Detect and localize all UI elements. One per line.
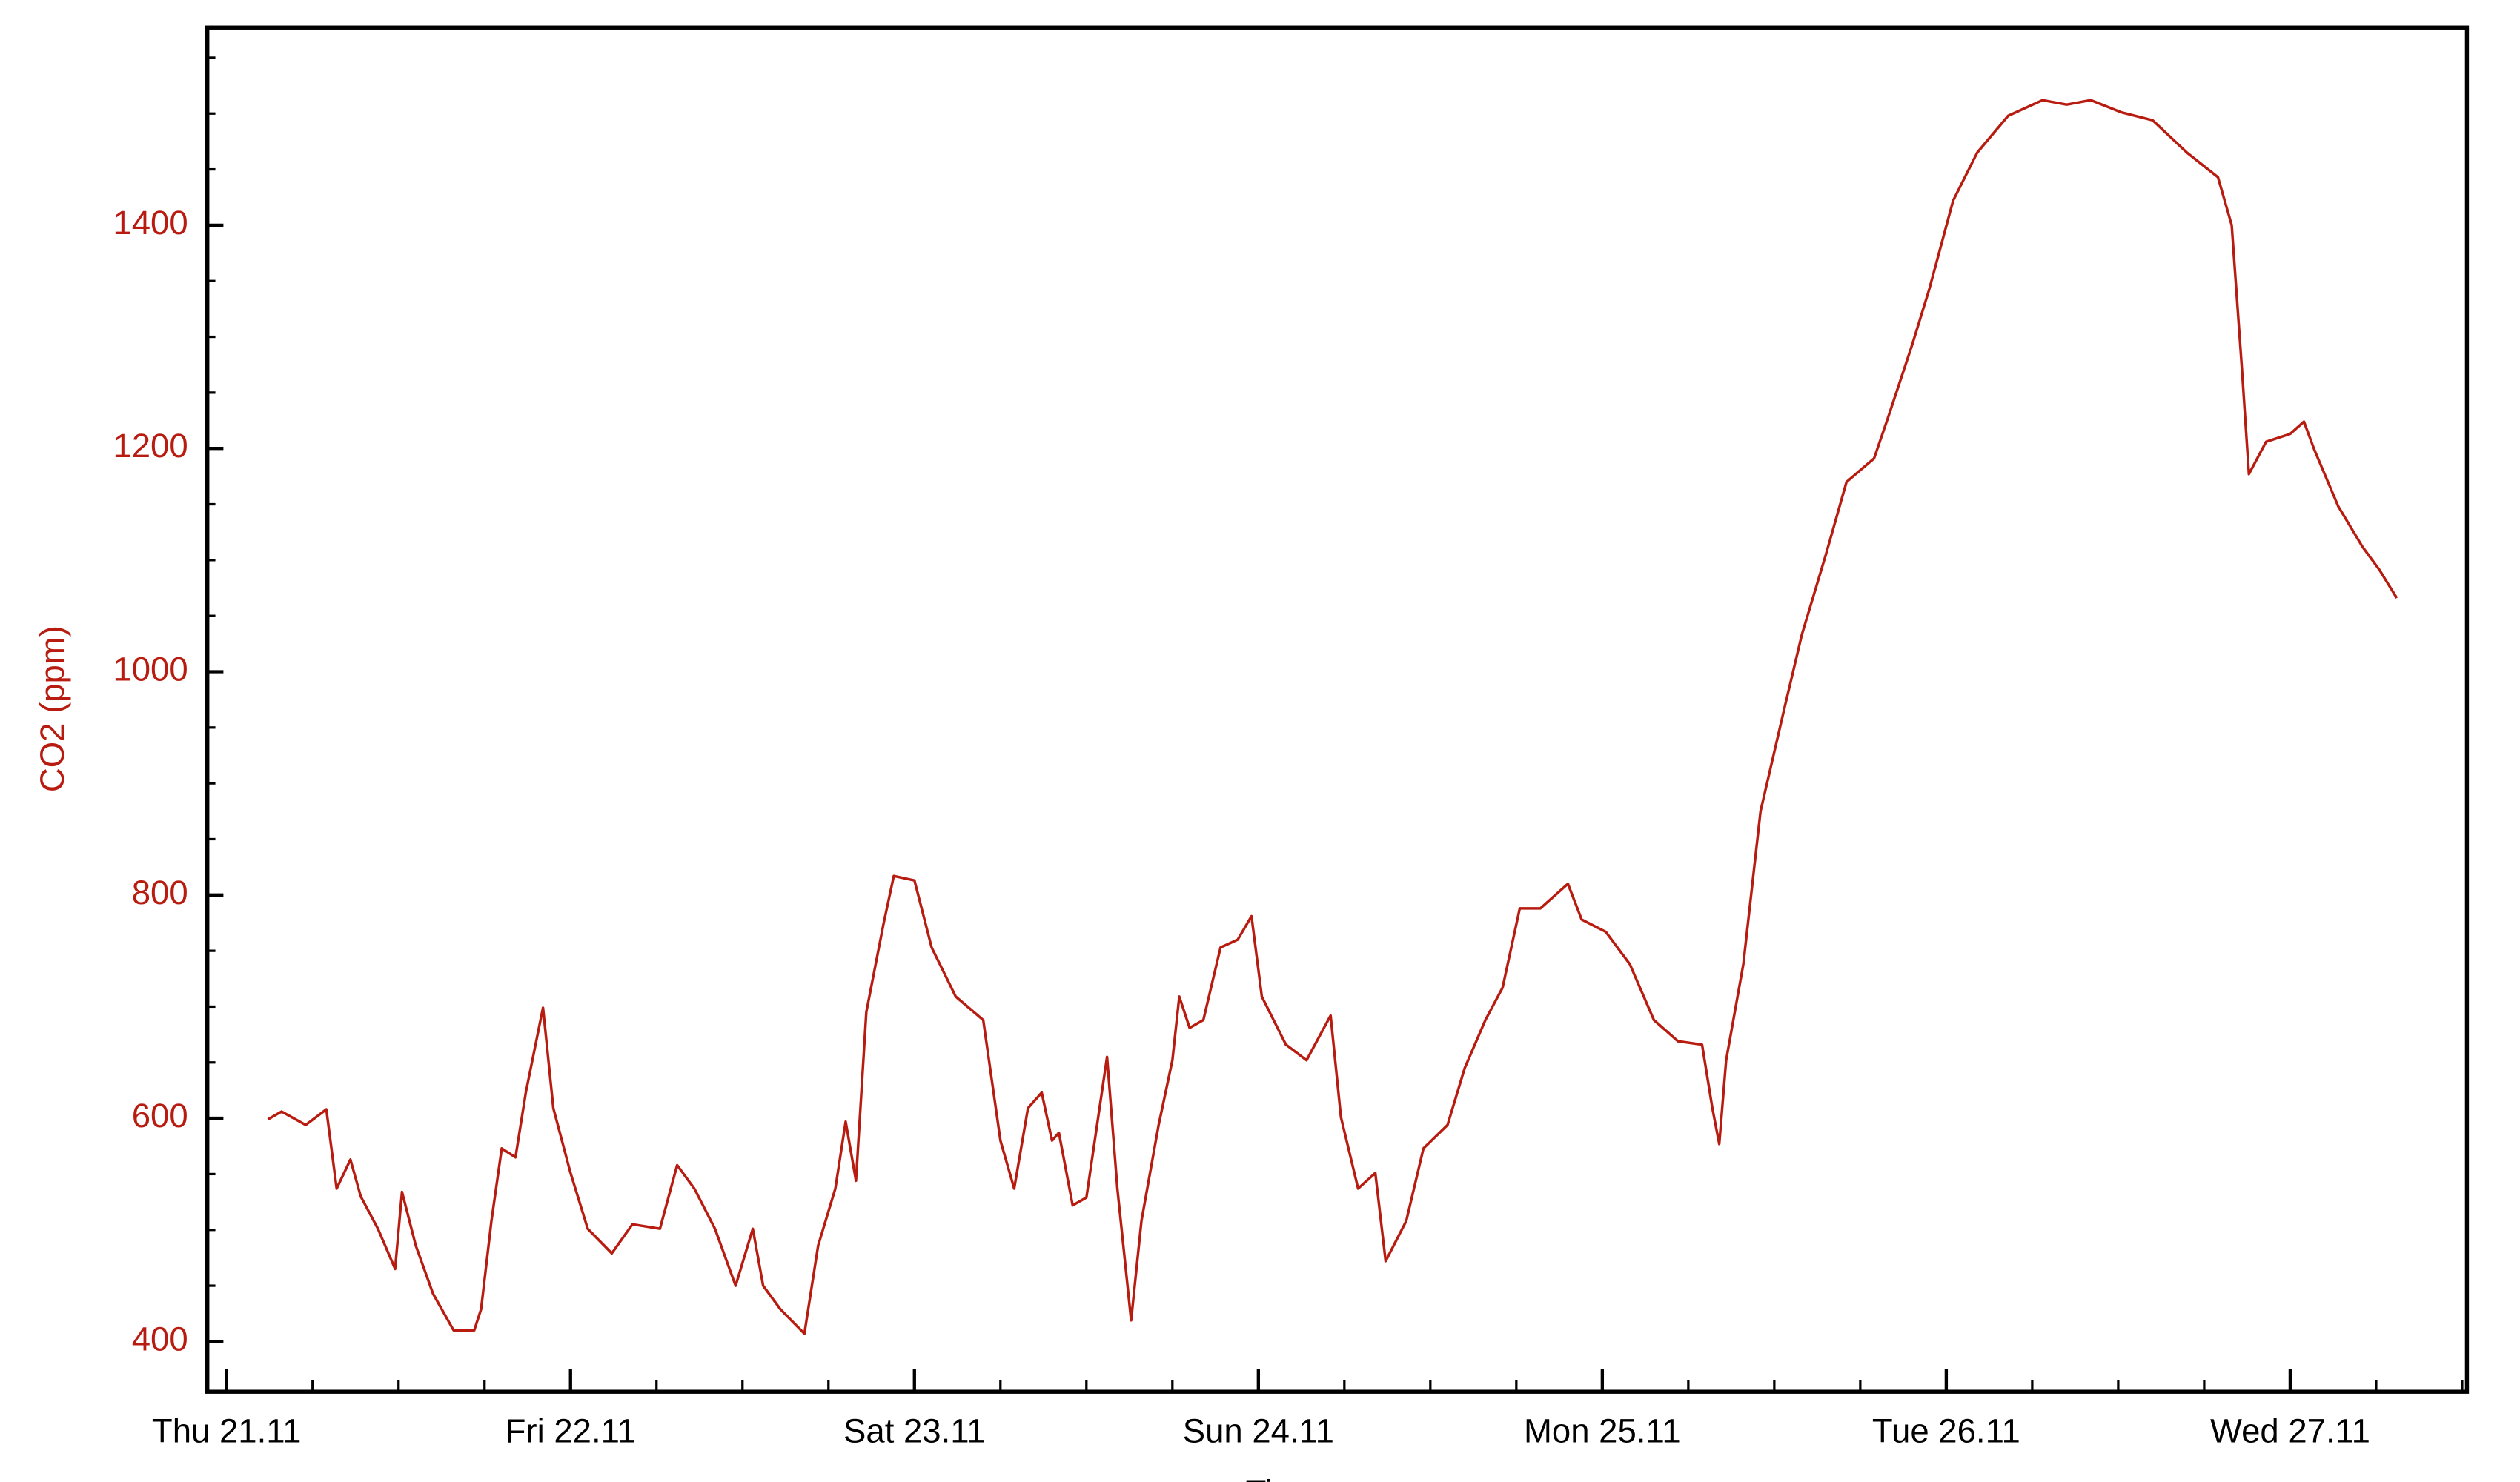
x-tick-label: Thu 21.11 bbox=[152, 1412, 302, 1450]
x-tick-label: Mon 25.11 bbox=[1524, 1412, 1681, 1450]
x-tick-label: Wed 27.11 bbox=[2210, 1412, 2370, 1450]
x-tick-label: Sun 24.11 bbox=[1183, 1412, 1334, 1450]
data-line bbox=[267, 99, 2398, 1335]
plot-frame bbox=[205, 25, 2470, 1394]
x-tick-label: Fri 22.11 bbox=[505, 1412, 636, 1450]
y-tick-label: 800 bbox=[132, 874, 188, 911]
y-tick-label: 1400 bbox=[113, 204, 188, 242]
y-tick-label: 600 bbox=[132, 1097, 188, 1134]
y-axis-label: CO2 (ppm) bbox=[33, 625, 71, 792]
x-tick-label: Sat 23.11 bbox=[843, 1412, 986, 1450]
x-tick-label: Tue 26.11 bbox=[1872, 1412, 2020, 1450]
y-tick-label: 400 bbox=[132, 1320, 188, 1358]
y-tick-label: 1200 bbox=[113, 427, 188, 465]
y-tick-label: 1000 bbox=[113, 651, 188, 688]
x-axis-label: Time bbox=[1246, 1473, 1319, 1482]
